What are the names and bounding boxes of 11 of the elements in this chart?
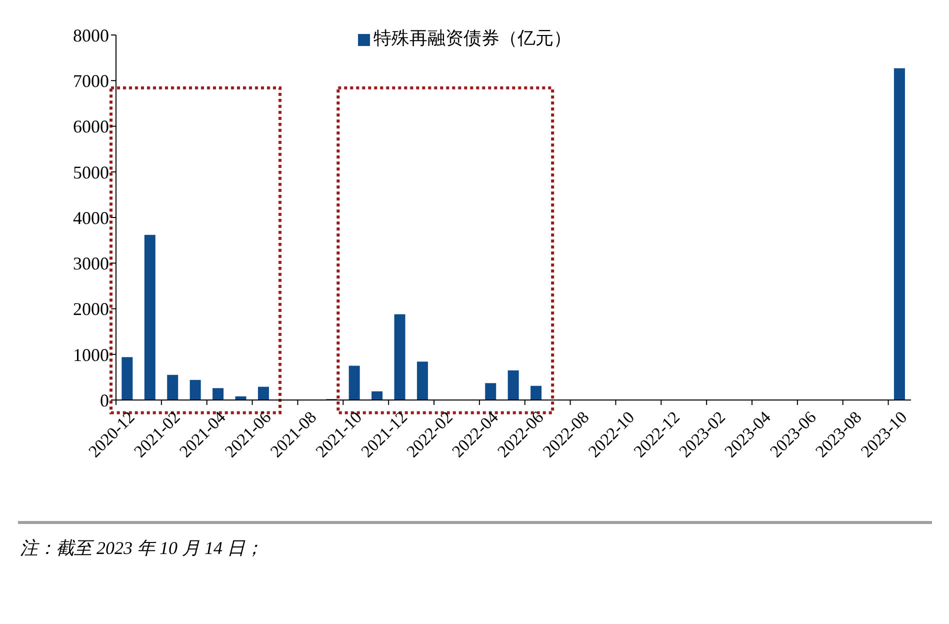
y-tick-label: 4000 [73, 208, 109, 228]
legend-label: 特殊再融资债券（亿元） [374, 28, 572, 48]
y-tick-label: 0 [100, 390, 109, 410]
y-tick-label: 6000 [73, 116, 109, 137]
y-tick-label: 3000 [73, 254, 109, 274]
y-tick-label: 2000 [73, 299, 109, 320]
y-tick-label: 1000 [73, 344, 109, 365]
y-tick-label: 7000 [73, 71, 109, 92]
y-tick-label: 5000 [73, 162, 109, 182]
y-tick-label: 8000 [73, 25, 109, 46]
text: 注：截至 2023 年 10 月 14 日； [20, 538, 263, 558]
